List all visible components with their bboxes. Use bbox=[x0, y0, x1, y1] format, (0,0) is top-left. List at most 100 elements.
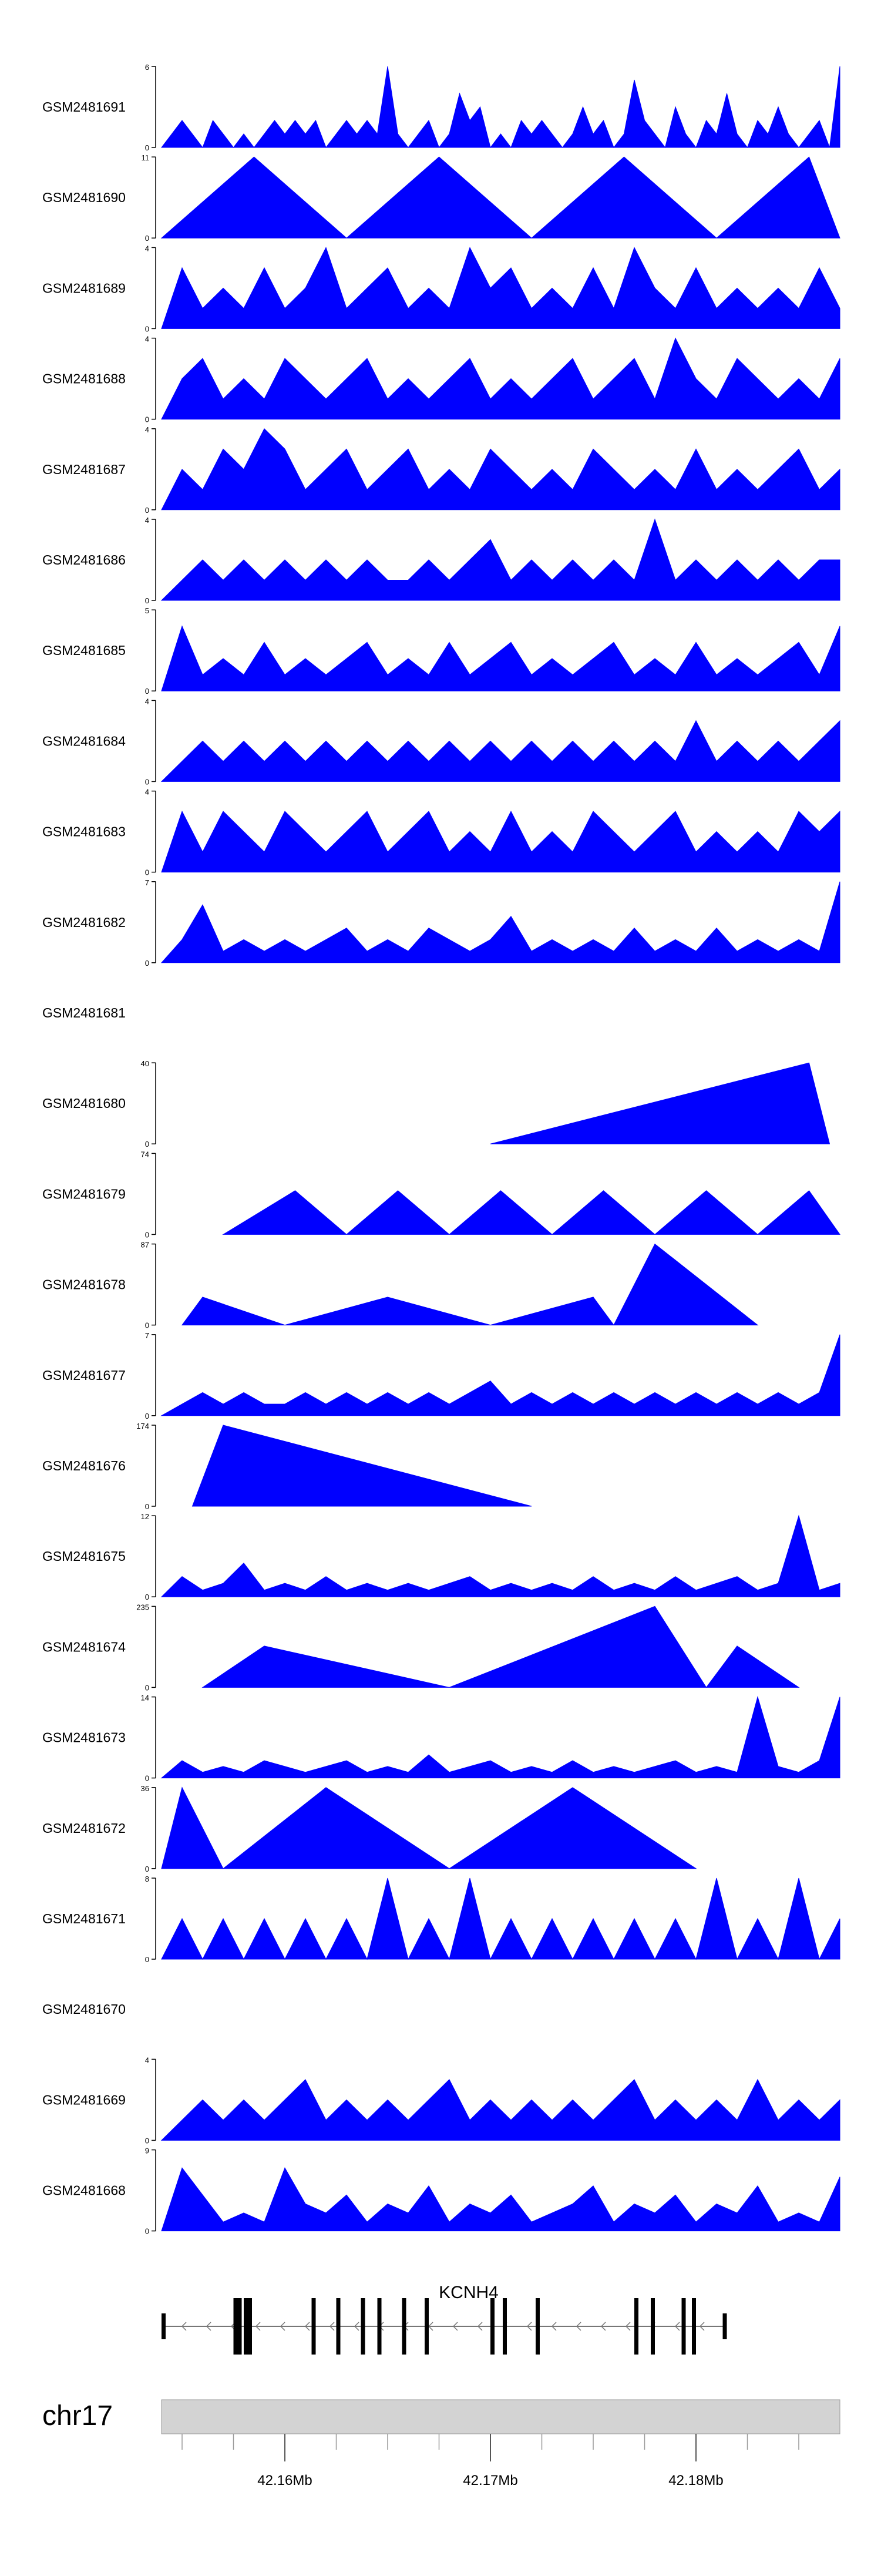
y-min-label: 0 bbox=[145, 1865, 149, 1873]
track-GSM2481679: GSM2481679 74 0 bbox=[42, 1150, 840, 1239]
tick-label: 42.17Mb bbox=[463, 2473, 517, 2488]
track-GSM2481686: GSM2481686 4 0 bbox=[42, 516, 840, 605]
gene-track: KCNH4 bbox=[162, 2283, 727, 2355]
exon bbox=[162, 2313, 166, 2339]
track-GSM2481683: GSM2481683 4 0 bbox=[42, 788, 840, 877]
strand-arrow bbox=[625, 2322, 631, 2331]
y-min-label: 0 bbox=[145, 234, 149, 243]
track-label: GSM2481690 bbox=[42, 190, 126, 205]
track-GSM2481669: GSM2481669 4 0 bbox=[42, 2056, 840, 2145]
track-GSM2481682: GSM2481682 7 0 bbox=[42, 878, 840, 968]
strand-arrow bbox=[329, 2322, 335, 2331]
y-min-label: 0 bbox=[145, 324, 149, 333]
track-GSM2481688: GSM2481688 4 0 bbox=[42, 335, 840, 424]
track-label: GSM2481670 bbox=[42, 2001, 126, 2017]
track-GSM2481684: GSM2481684 4 0 bbox=[42, 697, 840, 786]
track-label: GSM2481687 bbox=[42, 462, 126, 477]
strand-arrow bbox=[551, 2322, 557, 2331]
track-label: GSM2481688 bbox=[42, 371, 126, 387]
coverage-area bbox=[160, 1514, 840, 1597]
y-max-label: 4 bbox=[145, 425, 149, 434]
strand-arrow bbox=[280, 2322, 285, 2331]
y-max-label: 9 bbox=[145, 2147, 149, 2155]
y-max-label: 5 bbox=[145, 606, 149, 615]
strand-arrow bbox=[526, 2322, 532, 2331]
track-GSM2481675: GSM2481675 12 0 bbox=[42, 1512, 840, 1601]
track-label: GSM2481673 bbox=[42, 1730, 126, 1745]
coverage-area bbox=[161, 625, 840, 691]
track-GSM2481687: GSM2481687 4 0 bbox=[42, 425, 840, 515]
strand-arrow bbox=[354, 2322, 359, 2331]
exon bbox=[361, 2298, 365, 2355]
track-label: GSM2481689 bbox=[42, 280, 126, 295]
track-label: GSM2481678 bbox=[42, 1277, 126, 1292]
y-min-label: 0 bbox=[145, 1502, 149, 1511]
exon bbox=[336, 2298, 341, 2355]
y-max-label: 7 bbox=[145, 878, 149, 887]
track-label: GSM2481686 bbox=[42, 552, 126, 567]
track-label: GSM2481680 bbox=[42, 1096, 126, 1111]
coverage-area bbox=[160, 156, 840, 239]
coverage-area bbox=[181, 1243, 759, 1326]
track-GSM2481678: GSM2481678 87 0 bbox=[42, 1241, 759, 1330]
exon bbox=[681, 2298, 686, 2355]
track-GSM2481676: GSM2481676 174 0 bbox=[42, 1422, 532, 1511]
y-max-label: 4 bbox=[145, 244, 149, 253]
track-GSM2481691: GSM2481691 6 0 bbox=[42, 63, 840, 152]
tick-label: 42.16Mb bbox=[257, 2473, 312, 2488]
coverage-area bbox=[161, 247, 840, 329]
track-GSM2481674: GSM2481674 235 0 bbox=[42, 1603, 800, 1692]
exon bbox=[692, 2298, 696, 2355]
chromosome-axis: chr17 42.16Mb 42.17Mb 42.18Mb bbox=[42, 2399, 840, 2488]
exon bbox=[722, 2313, 727, 2339]
y-min-label: 0 bbox=[145, 687, 149, 696]
y-max-label: 4 bbox=[145, 335, 149, 344]
y-max-label: 87 bbox=[141, 1241, 149, 1250]
coverage-area bbox=[161, 1786, 697, 1869]
y-min-label: 0 bbox=[145, 1412, 149, 1420]
coverage-area bbox=[490, 1062, 830, 1144]
y-max-label: 74 bbox=[141, 1150, 149, 1158]
track-GSM2481689: GSM2481689 4 0 bbox=[42, 244, 840, 333]
track-label: GSM2481684 bbox=[42, 733, 126, 748]
track-label: GSM2481677 bbox=[42, 1368, 126, 1383]
exon bbox=[490, 2298, 495, 2355]
y-max-label: 4 bbox=[145, 697, 149, 706]
y-min-label: 0 bbox=[145, 1955, 149, 1964]
track-label: GSM2481682 bbox=[42, 915, 126, 930]
y-min-label: 0 bbox=[145, 1683, 149, 1692]
y-max-label: 235 bbox=[136, 1603, 149, 1611]
track-label: GSM2481675 bbox=[42, 1549, 126, 1564]
track-label: GSM2481679 bbox=[42, 1186, 126, 1201]
y-min-label: 0 bbox=[145, 1774, 149, 1783]
y-max-label: 11 bbox=[142, 153, 150, 162]
track-label: GSM2481671 bbox=[42, 1911, 126, 1926]
coverage-area bbox=[161, 810, 840, 873]
coverage-area bbox=[161, 2167, 840, 2232]
exon bbox=[536, 2298, 540, 2355]
track-GSM2481681: GSM2481681 bbox=[42, 1005, 126, 1020]
track-label: GSM2481676 bbox=[42, 1458, 126, 1473]
exon bbox=[233, 2298, 242, 2355]
track-label: GSM2481685 bbox=[42, 643, 126, 658]
strand-arrow bbox=[576, 2322, 581, 2331]
strand-arrow bbox=[699, 2322, 705, 2331]
exon bbox=[651, 2298, 655, 2355]
track-label: GSM2481674 bbox=[42, 1639, 126, 1654]
y-min-label: 0 bbox=[145, 1140, 149, 1148]
y-max-label: 174 bbox=[136, 1422, 149, 1430]
strand-arrow bbox=[452, 2322, 458, 2331]
track-label: GSM2481681 bbox=[42, 1005, 126, 1020]
y-min-label: 0 bbox=[145, 2136, 149, 2145]
y-min-label: 0 bbox=[145, 415, 149, 424]
strand-arrow bbox=[181, 2322, 187, 2331]
y-max-label: 4 bbox=[145, 2056, 149, 2064]
y-min-label: 0 bbox=[145, 1230, 149, 1239]
strand-arrow bbox=[304, 2322, 310, 2331]
y-min-label: 0 bbox=[145, 777, 149, 786]
coverage-area bbox=[160, 2078, 840, 2141]
y-max-label: 8 bbox=[145, 1875, 149, 1883]
track-label: GSM2481669 bbox=[42, 2092, 126, 2107]
y-max-label: 7 bbox=[145, 1331, 149, 1340]
